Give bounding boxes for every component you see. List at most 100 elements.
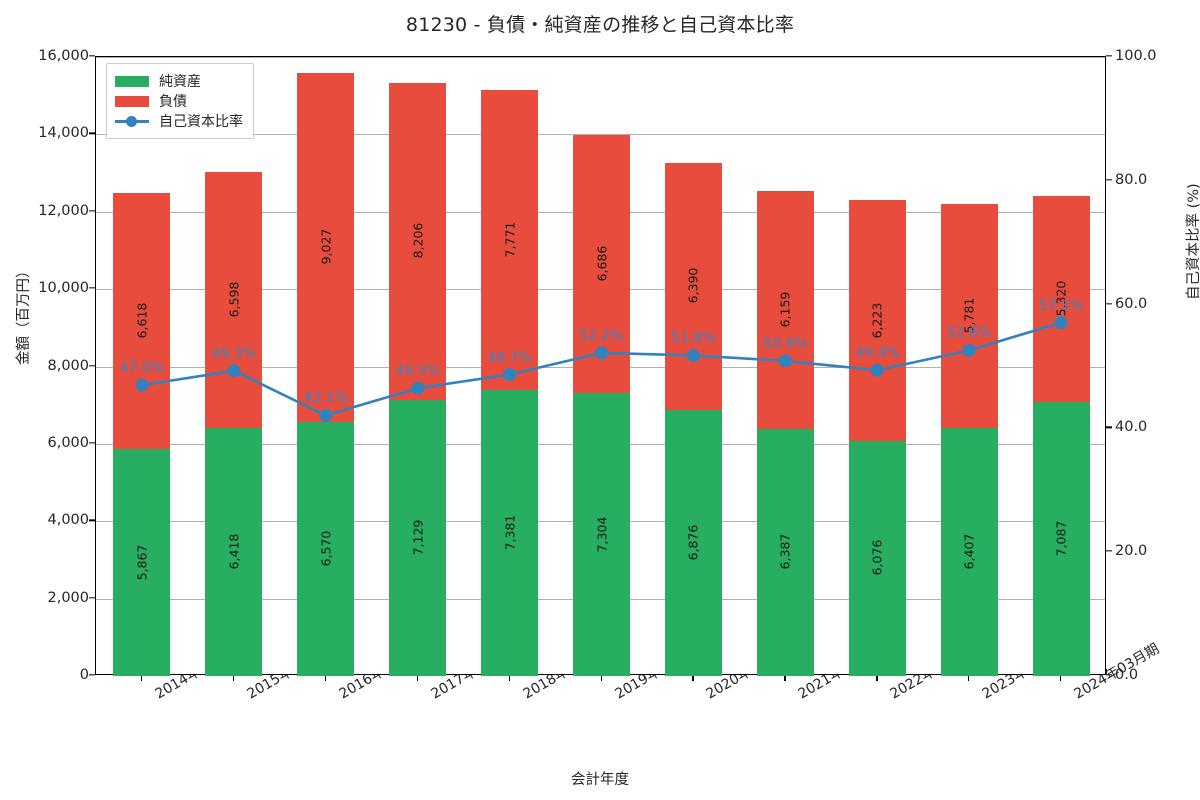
x-tick-label: 2022年03月期: [886, 641, 979, 703]
ratio-marker[interactable]: [1054, 316, 1068, 330]
y-tick-label-left: 14,000: [38, 125, 89, 142]
y-tick-mark-left: [89, 55, 95, 57]
y-tick-mark-right: [1106, 55, 1112, 57]
ratio-value-label: 52.6%: [946, 325, 992, 342]
ratio-marker[interactable]: [870, 363, 884, 377]
bar-liability[interactable]: [848, 200, 906, 441]
ratio-marker[interactable]: [319, 408, 333, 422]
x-tick-mark: [232, 675, 235, 681]
ratio-marker[interactable]: [686, 348, 700, 362]
x-tick-mark: [600, 675, 602, 681]
bar-liability[interactable]: [940, 204, 998, 429]
legend: 純資産 負債 自己資本比率: [106, 63, 254, 139]
gridline: [96, 57, 1105, 58]
ratio-value-label: 48.7%: [487, 349, 532, 366]
ratio-marker[interactable]: [411, 381, 425, 395]
bar-liability[interactable]: [1032, 196, 1090, 402]
bar-equity[interactable]: [297, 421, 355, 676]
legend-swatch-ratio: [115, 115, 149, 127]
x-tick-label: 2021年03月期: [794, 641, 887, 703]
ratio-value-label: 46.5%: [395, 363, 440, 380]
bar-equity[interactable]: [940, 428, 998, 676]
x-tick-label: 2015年03月期: [243, 641, 335, 703]
plot-area: 5,867 6,618 6,418 6,598 6,570 9,027 7,129 8,206…: [95, 56, 1106, 676]
x-tick-mark: [508, 675, 510, 681]
y-tick-label-left: 2,000: [47, 589, 89, 606]
y-tick-mark-right: [1106, 550, 1112, 552]
ratio-marker[interactable]: [778, 354, 792, 368]
y-tick-label-left: 12,000: [38, 202, 89, 219]
y-tick-label-left: 8,000: [47, 357, 89, 374]
y-tick-label-right: 100.0: [1115, 48, 1157, 64]
ratio-marker[interactable]: [227, 364, 241, 378]
y-tick-label-left: 4,000: [47, 512, 89, 529]
legend-swatch-liability: [115, 95, 149, 107]
y-tick-mark-right: [1106, 674, 1112, 676]
bar-equity[interactable]: [481, 390, 539, 676]
x-tick-mark: [968, 675, 970, 681]
y-tick-mark-left: [89, 674, 95, 676]
bar-equity[interactable]: [756, 428, 814, 676]
bar-liability[interactable]: [481, 89, 539, 391]
y-tick-label-right: 20.0: [1115, 543, 1148, 560]
x-tick-label: 2016年03月期: [335, 641, 427, 703]
x-tick-label: 2014年03月期: [151, 641, 243, 703]
y-axis-label-left: 金額（百万円）: [16, 263, 32, 366]
ratio-value-label: 49.4%: [854, 345, 900, 362]
legend-marker-ratio: [126, 116, 137, 127]
bar-equity[interactable]: [848, 440, 906, 676]
x-tick-label: 2017年03月期: [427, 641, 519, 703]
legend-label-liability: 負債: [159, 94, 187, 110]
x-tick-mark: [140, 675, 143, 681]
x-tick-label: 2024年03月期: [1071, 640, 1163, 703]
ratio-value-label: 47.0%: [119, 360, 165, 377]
ratio-value-label: 42.1%: [303, 390, 349, 407]
x-tick-mark: [416, 675, 418, 681]
bar-liability[interactable]: [113, 192, 171, 450]
legend-label-equity: 純資産: [159, 74, 201, 90]
y-tick-label-right: 40.0: [1115, 419, 1148, 436]
legend-label-ratio: 自己資本比率: [159, 114, 243, 130]
ratio-value-label: 52.2%: [579, 327, 624, 344]
y-tick-mark-right: [1106, 302, 1112, 305]
ratio-marker[interactable]: [962, 343, 976, 357]
y-tick-label-left: 6,000: [47, 434, 89, 451]
y-tick-mark-right: [1106, 179, 1112, 181]
y-tick-mark-left: [89, 364, 95, 367]
ratio-value-label: 51.8%: [671, 330, 716, 347]
y-tick-label-right: 0.0: [1115, 667, 1139, 683]
bar-liability[interactable]: [756, 190, 814, 429]
y-tick-label-left: 16,000: [38, 48, 89, 64]
x-axis-label: 会計年度: [571, 772, 629, 788]
y-tick-mark-left: [89, 287, 95, 289]
x-tick-label: 2018年03月期: [519, 641, 611, 703]
x-tick-label: 2020年03月期: [702, 641, 795, 703]
ratio-marker[interactable]: [135, 378, 149, 392]
x-tick-mark: [784, 675, 786, 681]
ratio-value-label: 57.1%: [1038, 297, 1084, 314]
y-tick-label-left: 10,000: [38, 280, 89, 297]
y-axis-label-right: 自己資本比率 (%): [1186, 183, 1200, 300]
bar-liability[interactable]: [205, 172, 263, 428]
bar-liability[interactable]: [389, 82, 447, 401]
ratio-marker[interactable]: [595, 346, 608, 360]
legend-item-ratio: 自己資本比率: [115, 111, 243, 131]
bar-equity[interactable]: [573, 393, 630, 676]
bar-equity[interactable]: [1032, 401, 1090, 676]
bar-liability[interactable]: [297, 72, 355, 422]
y-tick-label-left: 0: [79, 667, 89, 683]
ratio-value-label: 49.3%: [211, 345, 257, 362]
bar-equity[interactable]: [205, 427, 263, 676]
page-title: 81230 - 負債・純資産の推移と自己資本比率: [405, 14, 795, 36]
bar-equity[interactable]: [113, 449, 171, 676]
bar-equity[interactable]: [664, 409, 722, 676]
y-tick-mark-left: [89, 210, 95, 212]
y-tick-label-right: 80.0: [1115, 171, 1148, 188]
ratio-marker[interactable]: [503, 368, 517, 381]
legend-swatch-equity: [115, 75, 149, 87]
bar-liability[interactable]: [664, 162, 722, 410]
x-tick-mark: [692, 675, 694, 681]
bar-equity[interactable]: [389, 400, 447, 676]
y-tick-mark-left: [89, 519, 95, 521]
